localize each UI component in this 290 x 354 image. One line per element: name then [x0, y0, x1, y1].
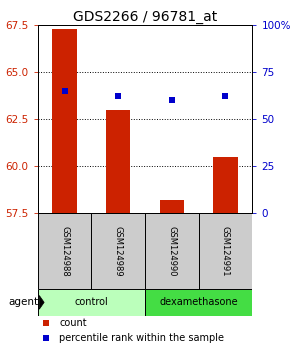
Text: GSM124988: GSM124988	[60, 225, 69, 276]
Point	[44, 320, 49, 326]
Text: GSM124991: GSM124991	[221, 226, 230, 276]
Bar	[38, 213, 91, 289]
Point	[169, 97, 174, 103]
Text: count: count	[59, 318, 87, 328]
Bar	[199, 213, 252, 289]
Title: GDS2266 / 96781_at: GDS2266 / 96781_at	[73, 10, 217, 24]
Text: dexamethasone: dexamethasone	[159, 297, 238, 307]
Point	[62, 88, 67, 93]
Text: agent: agent	[9, 297, 39, 307]
Text: GSM124990: GSM124990	[167, 226, 176, 276]
Bar	[52, 29, 77, 213]
Text: GSM124989: GSM124989	[114, 225, 123, 276]
Bar	[38, 289, 145, 316]
Bar	[106, 110, 130, 213]
Text: control: control	[75, 297, 108, 307]
Text: percentile rank within the sample: percentile rank within the sample	[59, 333, 224, 343]
Bar	[91, 213, 145, 289]
Bar	[213, 157, 238, 213]
Bar	[160, 200, 184, 213]
Bar	[145, 213, 199, 289]
Bar	[145, 289, 252, 316]
Polygon shape	[39, 296, 44, 309]
Point	[44, 336, 49, 341]
Point	[223, 93, 228, 99]
Point	[116, 93, 121, 99]
